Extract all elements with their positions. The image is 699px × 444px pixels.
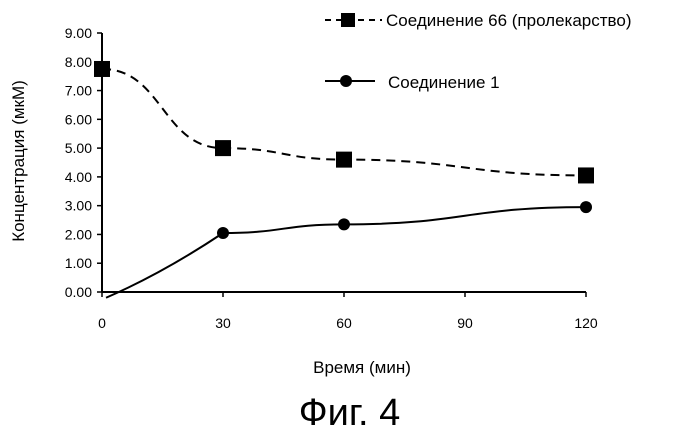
- data-point-square: [94, 61, 110, 77]
- legend-label-series-1: Соединение 66 (пролекарство): [386, 11, 632, 30]
- y-tick-label: 6.00: [65, 111, 92, 127]
- y-tick-label: 5.00: [65, 140, 92, 156]
- x-tick-label: 0: [98, 315, 106, 331]
- y-tick-label: 4.00: [65, 169, 92, 185]
- x-axis-title: Время (мин): [313, 358, 411, 377]
- legend-entry-series-1: Соединение 66 (пролекарство): [325, 11, 632, 30]
- x-tick-label: 120: [574, 315, 598, 331]
- y-tick-label: 9.00: [65, 25, 92, 41]
- x-tick-label: 90: [457, 315, 473, 331]
- y-axis-title: Концентрация (мкМ): [9, 80, 28, 242]
- y-tick-label: 8.00: [65, 54, 92, 70]
- y-tick-labels: 0.00 1.00 2.00 3.00 4.00 5.00 6.00 7.00 8.00 9.00: [65, 25, 92, 300]
- y-tick-label: 7.00: [65, 83, 92, 99]
- x-tick-labels: 0 30 60 90 120: [98, 315, 598, 331]
- y-tick-label: 3.00: [65, 198, 92, 214]
- data-point-circle: [580, 201, 592, 213]
- y-tick-label: 2.00: [65, 226, 92, 242]
- data-point-circle: [338, 218, 350, 230]
- series-layer: [94, 61, 594, 298]
- data-point-square: [336, 152, 352, 168]
- data-point-square: [215, 140, 231, 156]
- x-tick-label: 60: [336, 315, 352, 331]
- legend: Соединение 66 (пролекарство) Соединение …: [325, 11, 632, 92]
- legend-entry-series-2: Соединение 1: [325, 73, 500, 92]
- y-tick-label: 1.00: [65, 255, 92, 271]
- figure-caption: Фиг. 4: [0, 392, 699, 435]
- data-point-circle: [217, 227, 229, 239]
- y-tick-label: 0.00: [65, 284, 92, 300]
- x-tick-label: 30: [215, 315, 231, 331]
- legend-label-series-2: Соединение 1: [388, 73, 500, 92]
- data-point-square: [578, 167, 594, 183]
